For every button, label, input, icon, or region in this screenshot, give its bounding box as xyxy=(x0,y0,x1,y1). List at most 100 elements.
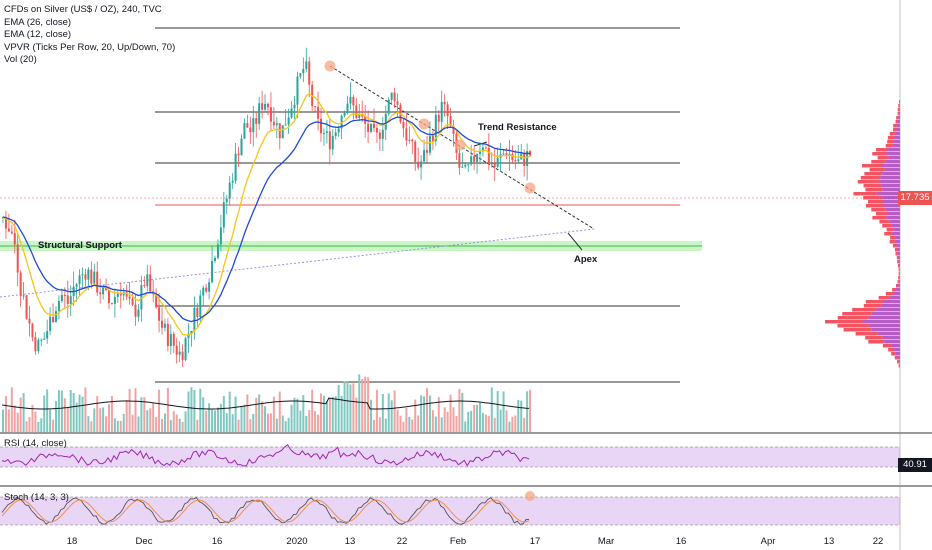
candle-body xyxy=(526,151,529,166)
volume-bar xyxy=(328,397,331,432)
vp-row-down xyxy=(876,148,889,152)
touch-marker xyxy=(524,182,536,194)
candle-body xyxy=(411,139,414,142)
candle-body xyxy=(172,333,175,346)
volume-bar xyxy=(414,399,417,432)
volume-bar xyxy=(264,406,267,432)
vp-row-down xyxy=(898,272,900,276)
candle-body xyxy=(325,131,328,133)
volume-bar xyxy=(55,400,57,432)
volume-bar xyxy=(461,392,464,432)
candle-body xyxy=(57,301,60,312)
volume-bar xyxy=(337,384,340,432)
volume-bar xyxy=(181,421,184,432)
candle-body xyxy=(110,303,113,305)
volume-bar xyxy=(281,415,284,432)
candle-body xyxy=(249,127,252,133)
volume-bar xyxy=(178,418,181,432)
volume-bar xyxy=(523,417,526,432)
volume-bar xyxy=(258,394,261,432)
candle-body xyxy=(264,103,267,110)
candle-body xyxy=(481,147,484,151)
last-price-tag: 17.735 xyxy=(898,191,932,205)
candle-body xyxy=(10,231,13,234)
vp-row-up xyxy=(898,264,900,268)
volume-bar xyxy=(158,389,161,432)
candle-body xyxy=(431,135,434,142)
candle-body xyxy=(346,103,349,114)
volume-bar xyxy=(529,389,532,432)
volume-bar xyxy=(243,404,246,432)
candle-body xyxy=(390,92,393,100)
vp-row-down xyxy=(887,136,894,140)
x-tick-label: 16 xyxy=(675,536,687,547)
volume-bar xyxy=(320,393,322,432)
volume-bar xyxy=(214,410,216,432)
vp-row-up xyxy=(896,128,900,132)
volume-bar xyxy=(343,381,346,432)
candle-body xyxy=(337,128,340,133)
volume-bar xyxy=(196,419,199,432)
volume-bar xyxy=(311,389,314,432)
vp-row-down xyxy=(897,360,899,364)
candle-body xyxy=(246,123,249,128)
vp-row-up xyxy=(897,356,900,360)
horizontal-levels xyxy=(0,27,900,383)
vp-row-down xyxy=(875,212,888,216)
candle-body xyxy=(90,269,93,284)
volume-bar xyxy=(116,420,119,432)
rsi-pane xyxy=(0,443,900,468)
vp-row-down xyxy=(887,140,894,144)
candle-body xyxy=(93,271,96,284)
volume-bar xyxy=(125,400,128,432)
vp-row-down xyxy=(837,316,869,320)
volume-bar xyxy=(340,395,343,432)
candle-body xyxy=(523,153,526,166)
candle-body xyxy=(16,244,19,273)
volume-bar xyxy=(205,410,208,432)
stoch-k-line xyxy=(1,497,530,525)
vp-row-up xyxy=(893,136,900,140)
volume-bar xyxy=(202,397,205,432)
legend-vol: Vol (20) xyxy=(4,54,37,65)
candle-body xyxy=(149,274,152,292)
legend-ema12: EMA (12, close) xyxy=(4,29,72,40)
vp-row-up xyxy=(884,200,900,204)
volume-bar xyxy=(393,390,396,432)
candle-body xyxy=(358,113,361,119)
vp-row-down xyxy=(872,152,887,156)
candle-body xyxy=(502,153,505,155)
x-tick-label: 13 xyxy=(344,536,356,547)
volume-bar xyxy=(434,416,437,432)
vp-row-up xyxy=(886,152,900,156)
vp-row-down xyxy=(898,268,900,272)
candles xyxy=(2,47,532,368)
candle-body xyxy=(476,153,479,162)
volume-bar xyxy=(390,400,393,432)
vp-row-up xyxy=(882,172,900,176)
candle-body xyxy=(343,113,346,116)
volume-bar xyxy=(46,389,49,432)
volume-bar xyxy=(31,404,34,432)
volume-bar xyxy=(237,419,240,432)
volume-bar xyxy=(211,409,214,432)
vp-row-down xyxy=(885,292,893,296)
vp-row-down xyxy=(861,164,881,168)
volume-bar xyxy=(166,387,169,432)
volume-bar xyxy=(93,408,96,432)
candle-body xyxy=(190,330,193,334)
volume-bar xyxy=(378,417,381,432)
candle-body xyxy=(219,227,222,245)
volume-bar xyxy=(219,403,222,432)
volume-bar xyxy=(69,389,72,432)
vp-row-up xyxy=(894,240,900,244)
vp-row-down xyxy=(895,252,898,256)
candle-body xyxy=(66,295,69,304)
vp-row-down xyxy=(860,176,881,180)
candle-body xyxy=(396,101,399,105)
volume-bar xyxy=(108,404,110,432)
volume-bar xyxy=(52,419,55,432)
volume-bar xyxy=(81,396,84,432)
volume-bar xyxy=(19,397,22,432)
vp-row-up xyxy=(871,328,900,332)
